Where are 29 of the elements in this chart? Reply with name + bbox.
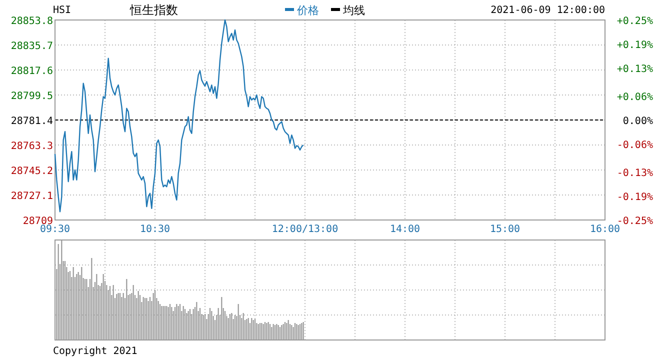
y2-tick-label: +0.19% xyxy=(616,40,653,51)
y-tick-label: 28835.7 xyxy=(10,41,53,52)
y2-tick-label: +0.13% xyxy=(616,64,653,75)
y2-tick-label: 0.00% xyxy=(622,116,653,127)
x-tick-label: 10:30 xyxy=(140,224,170,235)
y2-tick-label: -0.06% xyxy=(616,140,653,151)
y2-tick-label: -0.19% xyxy=(616,192,653,203)
y-tick-label: 28853.8 xyxy=(10,16,53,27)
y-tick-label: 28727.1 xyxy=(10,191,53,202)
x-tick-label: 12:00/13:00 xyxy=(272,224,338,235)
y-tick-label: 28763.3 xyxy=(10,141,53,152)
y2-tick-label: -0.13% xyxy=(616,168,653,179)
y-tick-label: 28799.5 xyxy=(10,91,53,102)
legend-label: 价格 xyxy=(296,4,319,17)
x-tick-label: 09:30 xyxy=(40,224,70,235)
chart-title: HSI xyxy=(53,5,72,16)
y-tick-label: 28781.4 xyxy=(10,116,53,127)
y-tick-label: 28817.6 xyxy=(10,66,53,77)
text: Copyright 2021 xyxy=(53,346,138,357)
chart-subtitle: 恒生指数 xyxy=(129,3,178,17)
x-tick-label: 16:00 xyxy=(590,224,620,235)
y-tick-label: 28745.2 xyxy=(10,166,53,177)
y2-tick-label: +0.06% xyxy=(616,92,653,103)
text: 2021-06-09 12:00:00 xyxy=(490,5,605,16)
x-tick-label: 15:00 xyxy=(490,224,520,235)
legend-label: 均线 xyxy=(342,4,365,17)
line-series xyxy=(54,19,304,212)
y2-tick-label: +0.25% xyxy=(616,16,653,27)
x-tick-label: 14:00 xyxy=(390,224,420,235)
